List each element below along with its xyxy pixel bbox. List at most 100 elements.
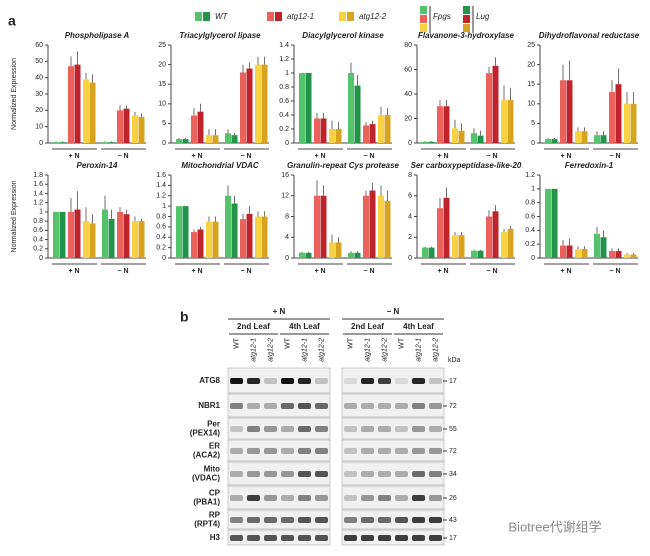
blot-band (395, 517, 408, 523)
blot-band (344, 471, 357, 477)
bar (609, 92, 615, 143)
blot-band (298, 517, 311, 523)
row-label: CP (209, 489, 221, 498)
leaf-label: 4th Leaf (403, 322, 434, 331)
bar (320, 195, 327, 258)
blot-band (247, 426, 260, 432)
blot-band (264, 495, 277, 501)
blot-band (281, 448, 294, 454)
blot-frame (227, 485, 331, 510)
blot-band (378, 403, 391, 409)
bar (378, 115, 384, 143)
y-tick-label: 1 (285, 70, 289, 77)
blot-band (315, 426, 328, 432)
blot-band (230, 448, 243, 454)
lane-label: atg12-1 (415, 338, 422, 362)
x-tick-label: − N (240, 268, 251, 275)
bar (437, 106, 443, 143)
blot-frame (227, 439, 331, 462)
y-tick-label: 20 (527, 61, 535, 68)
condition-label: − N (387, 307, 400, 316)
bar (378, 195, 384, 258)
y-tick-label: 20 (404, 115, 412, 122)
bar (329, 242, 335, 258)
kda-label: 72 (449, 448, 457, 455)
legend-swatch (275, 12, 282, 21)
blot-band (378, 426, 391, 432)
blot-band (344, 426, 357, 432)
bar (545, 139, 551, 143)
blot-frame (341, 439, 445, 462)
lane-label: atg12-1 (301, 338, 308, 362)
kda-label: 17 (449, 535, 457, 542)
bar (255, 64, 261, 143)
y-tick-label: 0 (408, 255, 412, 262)
blot-band (361, 471, 374, 477)
bar (422, 247, 428, 258)
y-tick-label: 0.6 (525, 213, 535, 220)
blot-band (412, 403, 425, 409)
blot-band (264, 535, 277, 541)
y-tick-label: 60 (35, 42, 43, 49)
bar (74, 209, 81, 258)
bar (299, 252, 305, 258)
y-tick-label: 0 (39, 140, 43, 147)
x-tick-label: + N (314, 153, 325, 160)
blot-band (361, 517, 374, 523)
blot-frame (341, 461, 445, 486)
bar (443, 197, 450, 258)
bar (240, 72, 246, 143)
bar (363, 195, 369, 258)
bar (83, 221, 89, 258)
bar (492, 65, 499, 143)
blot-band (361, 535, 374, 541)
legend-swatch (195, 12, 202, 21)
chart-title: Diacylglycerol kinase (302, 31, 384, 40)
bar (305, 252, 312, 258)
blot-band (230, 378, 243, 384)
bar (329, 129, 335, 143)
y-tick-label: 0.4 (33, 236, 43, 243)
bar (551, 139, 558, 143)
blot-band (298, 378, 311, 384)
x-tick-label: + N (191, 153, 202, 160)
row-label: (PEX14) (190, 429, 221, 438)
bar (59, 142, 66, 143)
x-tick-label: + N (314, 268, 325, 275)
leaf-label: 2nd Leaf (351, 322, 384, 331)
bar (560, 80, 566, 143)
x-tick-label: − N (363, 268, 374, 275)
blot-band (281, 471, 294, 477)
y-tick-label: 15 (158, 81, 166, 88)
legend-label: Fpgs (433, 12, 451, 21)
y-tick-label: 0.6 (156, 224, 166, 231)
y-tick-label: 10 (158, 101, 166, 108)
y-tick-label: 0.2 (525, 241, 535, 248)
legend-swatch (420, 6, 427, 14)
bar (117, 211, 123, 258)
legend-label: atg12-1 (287, 12, 314, 21)
blot-band (412, 426, 425, 432)
blot-band (344, 403, 357, 409)
blot-frame (227, 509, 331, 530)
y-tick-label: 4 (408, 213, 412, 220)
y-tick-label: 0 (285, 140, 289, 147)
y-tick-label: 1 (162, 203, 166, 210)
legend-swatch (347, 12, 354, 21)
y-tick-label: 1.6 (156, 172, 166, 179)
blot-band (298, 535, 311, 541)
bar (83, 79, 89, 143)
blot-band (315, 403, 328, 409)
blot-band (429, 426, 442, 432)
row-label: Per (207, 420, 220, 429)
bar (354, 252, 361, 258)
kda-label: 26 (449, 495, 457, 502)
bar (231, 135, 238, 143)
y-tick-label: 8 (408, 172, 412, 179)
blot-band (429, 495, 442, 501)
row-label: ER (209, 442, 220, 451)
blot-band (281, 495, 294, 501)
y-tick-label: 1.4 (33, 190, 43, 197)
bar (507, 100, 514, 143)
bar (600, 237, 607, 258)
